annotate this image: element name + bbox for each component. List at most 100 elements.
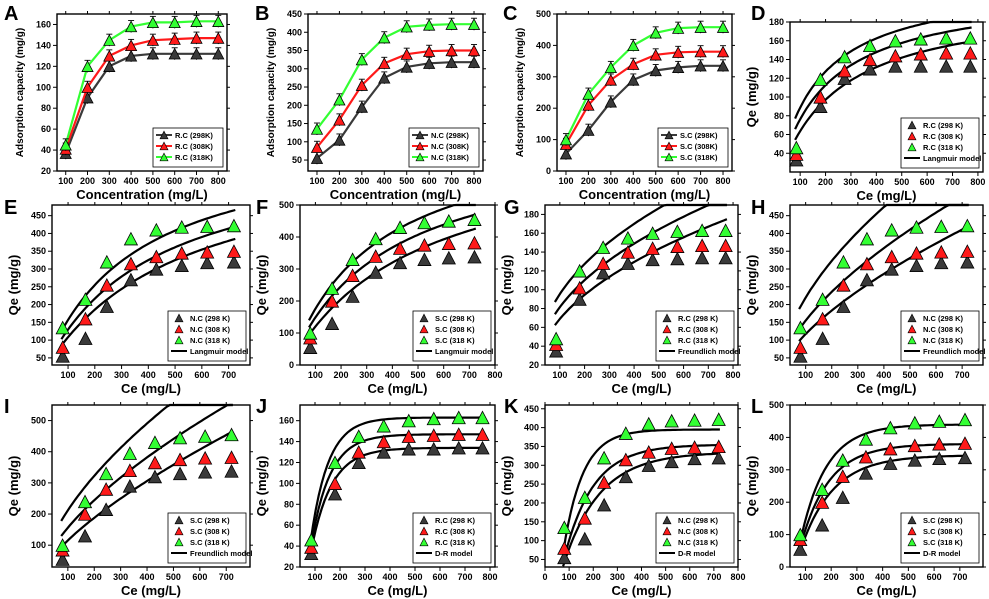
y-axis-label: Adsorption capacity (mg/g): [266, 28, 277, 157]
data-point-s298: [859, 272, 875, 287]
data-point-s318: [793, 320, 808, 335]
y-tick-label: 40: [774, 148, 784, 158]
data-point-s318: [146, 16, 160, 28]
data-point-s298: [957, 450, 973, 465]
x-tick-label: 600: [432, 572, 447, 582]
x-tick-label: 100: [58, 176, 73, 186]
data-point-s308: [957, 436, 973, 450]
fit-curve-s318: [794, 20, 972, 120]
data-point-s298: [467, 249, 482, 264]
data-point-s298: [627, 73, 640, 86]
data-point-s318: [168, 16, 181, 28]
legend-marker: [907, 120, 917, 130]
y-tick-label: 200: [524, 498, 539, 508]
plot-frame: [299, 204, 496, 366]
data-point-s318: [577, 490, 592, 504]
legend-marker: [419, 313, 429, 323]
legend-marker: [419, 515, 429, 525]
y-tick-label: 300: [31, 264, 46, 274]
data-point-s318: [355, 53, 369, 66]
data-point-s298: [124, 49, 138, 62]
data-point-s308: [694, 45, 707, 58]
y-tick-label: 400: [524, 423, 539, 433]
data-point-s308: [815, 311, 830, 326]
y-tick-label: 150: [31, 317, 46, 327]
data-point-s298: [884, 261, 899, 276]
data-point-s308: [224, 450, 239, 464]
y-tick-label: 450: [769, 211, 784, 221]
panel-letter: F: [256, 197, 268, 219]
legend-label: S.C (308 K): [435, 325, 475, 334]
data-point-s298: [671, 61, 685, 74]
series-line-s318: [316, 23, 474, 130]
data-point-s298: [718, 250, 733, 265]
x-tick-label: 800: [726, 370, 741, 380]
x-tick-label: 700: [444, 176, 459, 186]
y-tick-label: 160: [524, 228, 539, 238]
y-tick-label: 80: [41, 103, 51, 113]
data-point-s308: [147, 455, 163, 470]
legend-marker: [174, 313, 184, 323]
data-point-s318: [815, 292, 830, 306]
data-point-s298: [392, 255, 408, 270]
x-tick-label: 500: [166, 572, 181, 582]
data-point-s298: [197, 464, 213, 479]
data-point-s318: [124, 20, 138, 33]
y-tick-label: 200: [287, 100, 302, 110]
data-point-s298: [604, 95, 618, 108]
legend-marker: [907, 515, 917, 525]
data-point-s318: [122, 446, 138, 460]
data-point-s308: [55, 340, 70, 354]
y-tick-label: 250: [287, 82, 302, 92]
data-point-s308: [310, 141, 324, 153]
legend-marker: [907, 526, 917, 536]
y-tick-label: 20: [529, 360, 539, 370]
data-point-s308: [645, 241, 660, 255]
data-point-s308: [604, 73, 618, 86]
y-tick-label: 140: [524, 247, 539, 257]
y-tick-label: 50: [292, 155, 302, 165]
data-point-s308: [641, 445, 656, 459]
data-point-s318: [934, 219, 949, 233]
data-point-s298: [963, 59, 978, 73]
fit-curve-s298: [308, 446, 484, 558]
x-tick-label: 200: [332, 572, 347, 582]
legend-marker: [907, 131, 917, 141]
data-point-s308: [78, 311, 93, 326]
data-point-s298: [557, 550, 572, 565]
data-point-s308: [376, 434, 391, 449]
data-point-s308: [146, 34, 160, 46]
data-point-s318: [671, 22, 685, 34]
data-point-s308: [378, 57, 391, 69]
y-tick-label: 300: [524, 460, 539, 470]
data-point-s318: [467, 212, 482, 226]
legend-marker: [159, 141, 169, 151]
y-tick-label: 40: [529, 341, 539, 351]
data-point-s318: [401, 413, 416, 428]
y-tick-label: 100: [36, 82, 51, 92]
x-axis-label: Concentration (mg/L): [76, 187, 207, 202]
legend-label: Freundlich model: [190, 549, 253, 558]
x-tick-label: 300: [359, 370, 374, 380]
data-point-s318: [888, 33, 903, 48]
legend-label: Freundlich model: [678, 347, 741, 356]
x-tick-label: 500: [901, 572, 916, 582]
data-point-s298: [582, 124, 595, 136]
data-point-s298: [333, 133, 346, 146]
data-point-s308: [572, 280, 587, 295]
data-point-s308: [664, 441, 679, 455]
legend-label: S.C (318K): [680, 153, 718, 162]
x-tick-label: 200: [87, 370, 102, 380]
legend-label: S.C (318 K): [923, 538, 963, 547]
data-point-s308: [345, 268, 360, 282]
series-line-s298: [316, 61, 474, 160]
data-point-s318: [417, 215, 432, 230]
legend-marker: [174, 537, 184, 547]
data-point-s308: [557, 541, 572, 555]
data-point-s318: [103, 34, 116, 46]
x-tick-label: 300: [602, 370, 617, 380]
y-tick-label: 400: [536, 40, 551, 50]
series-line-s318: [64, 20, 219, 146]
data-point-s318: [78, 292, 93, 306]
